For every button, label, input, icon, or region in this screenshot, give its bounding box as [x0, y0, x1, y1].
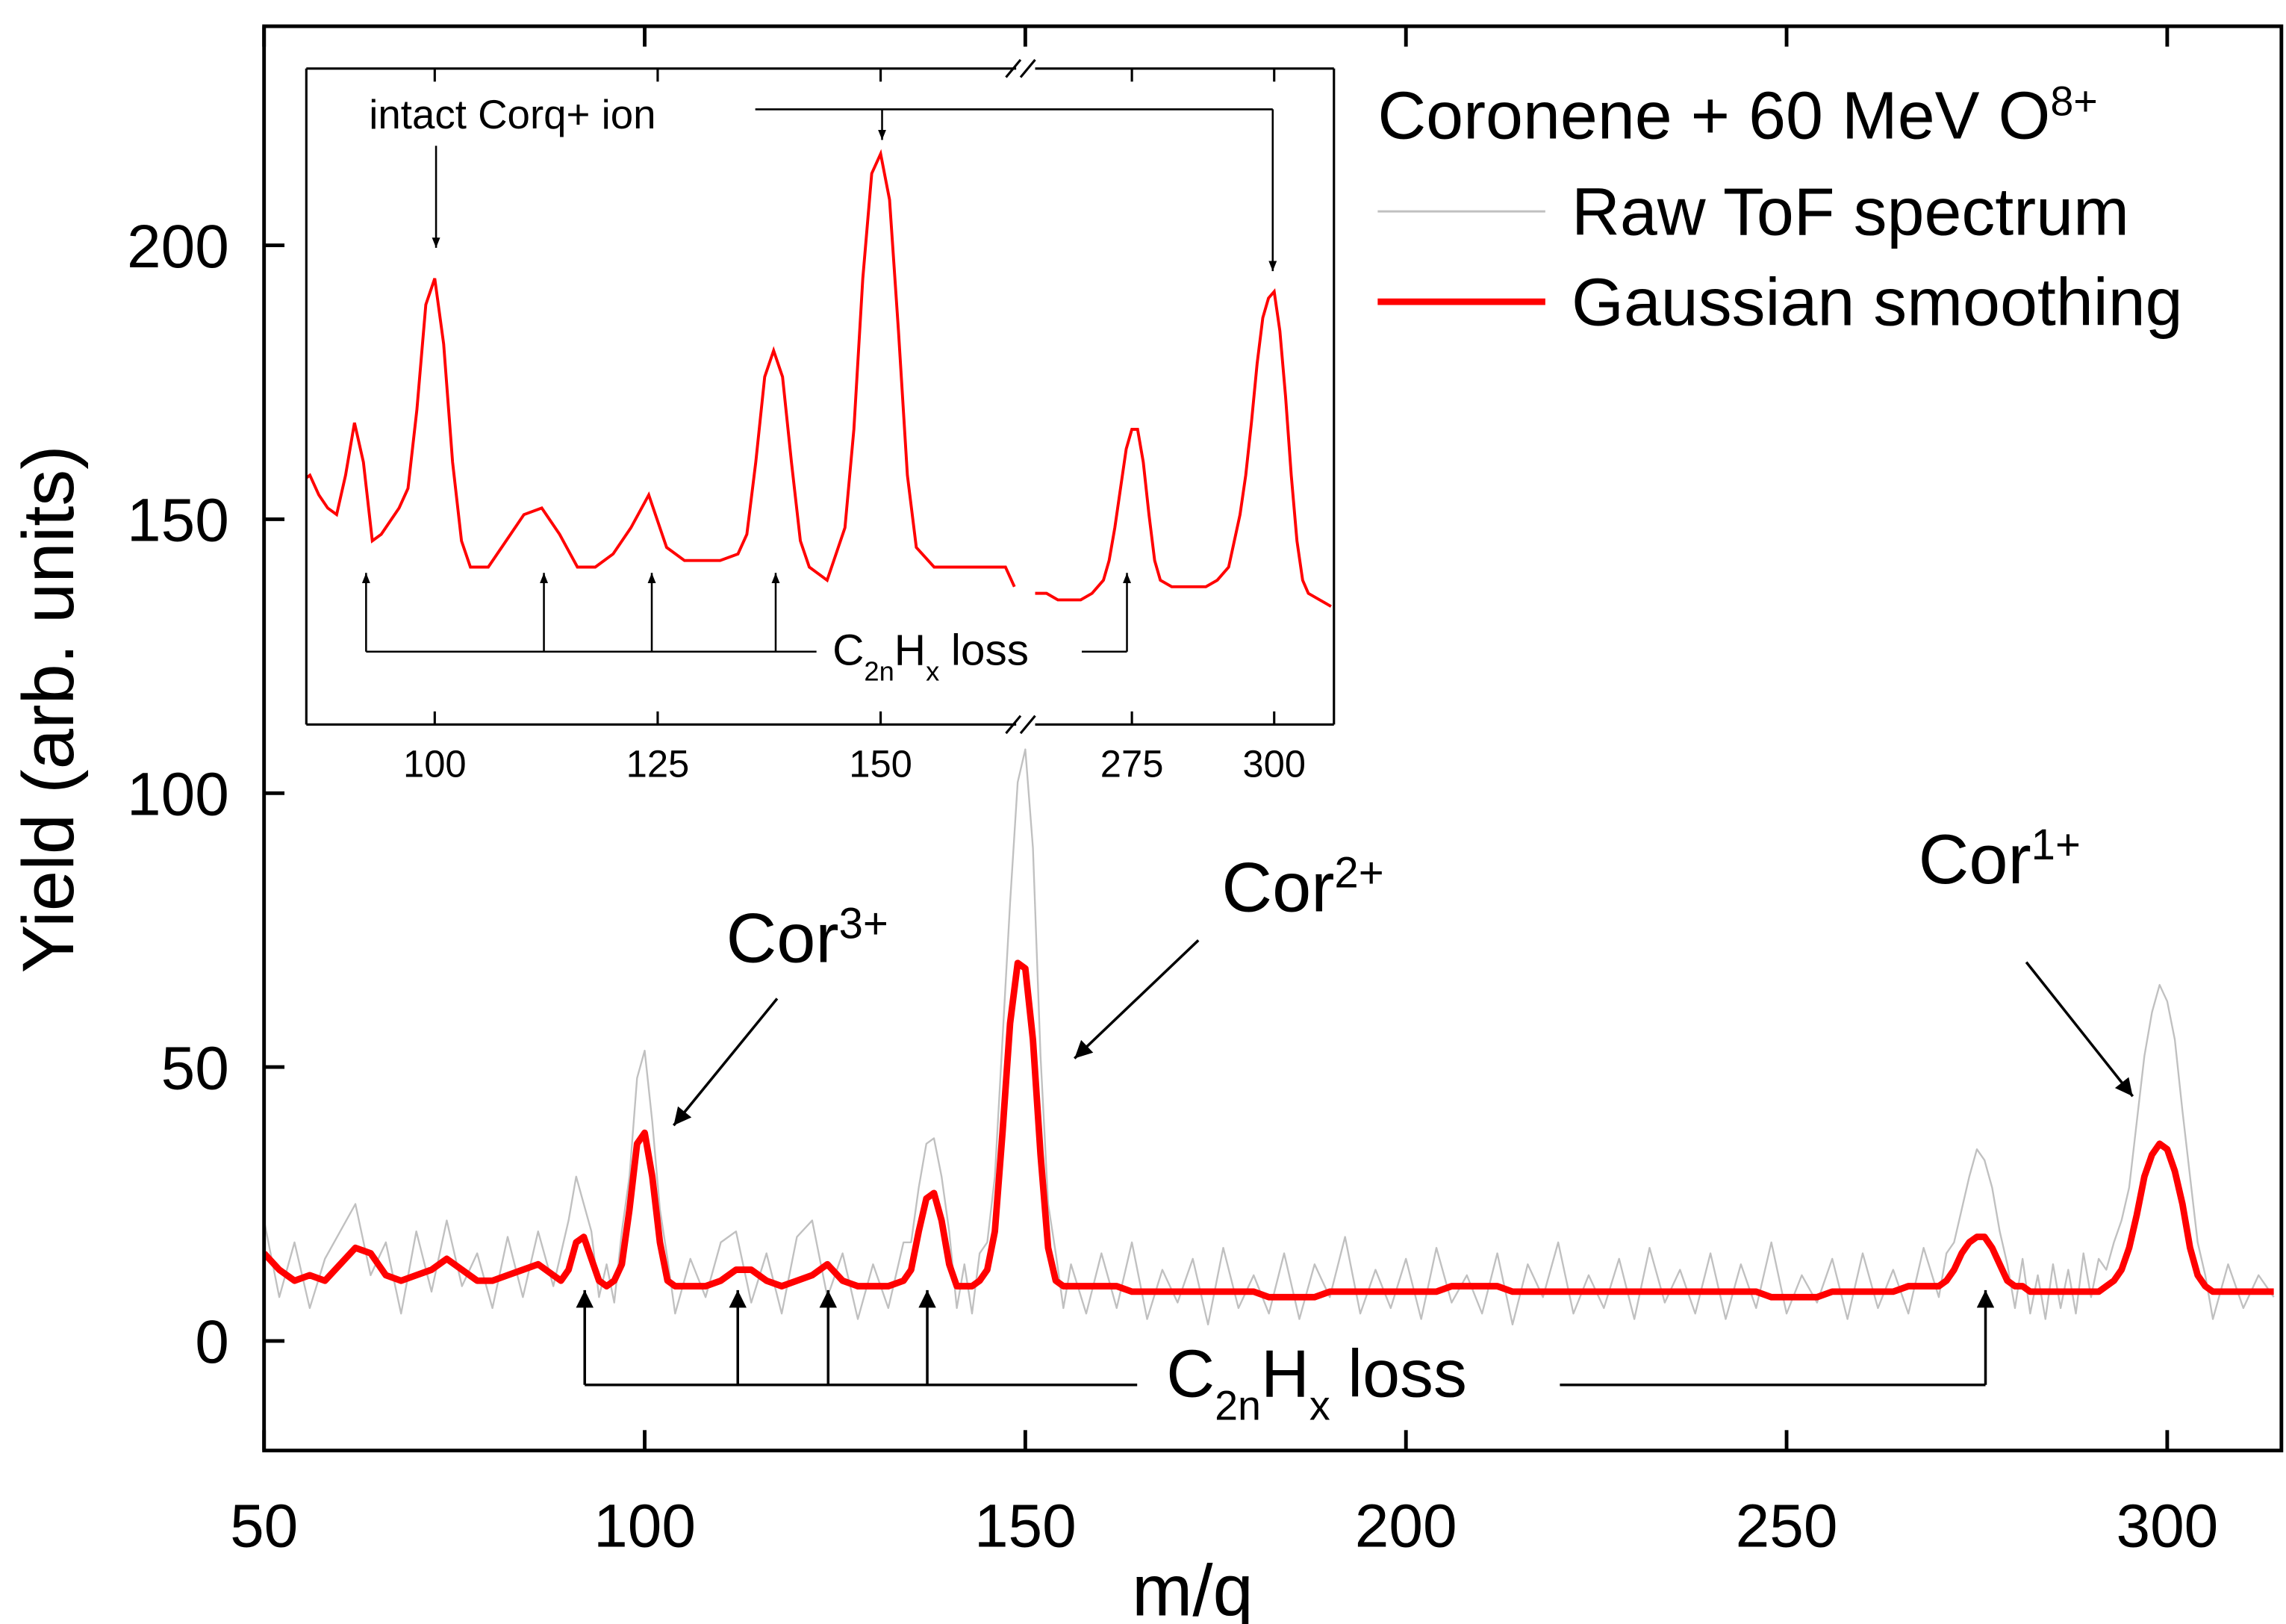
- y-tick-label: 50: [161, 1034, 229, 1102]
- inset-x-tick-label: 125: [626, 743, 690, 785]
- loss-label-part: loss: [1348, 1337, 1467, 1411]
- x-tick-label: 50: [230, 1493, 298, 1561]
- y-tick-label: 100: [127, 761, 229, 829]
- legend-label: Gaussian smoothing: [1572, 265, 2183, 340]
- x-tick-label: 200: [1355, 1493, 1457, 1561]
- loss-label-part: x: [1309, 1382, 1330, 1428]
- peak-label-part: Cor: [1919, 820, 2031, 898]
- x-tick-label: 250: [1736, 1493, 1838, 1561]
- y-tick-label: 0: [195, 1308, 229, 1376]
- inset-annotation: intact Corq+ ion: [369, 92, 655, 137]
- x-tick-label: 300: [2116, 1493, 2218, 1561]
- plot-frame: [262, 24, 2284, 1453]
- peak-label-part: 3+: [839, 899, 888, 948]
- peak-label-part: 2+: [1334, 848, 1383, 897]
- annotation-arrow: [672, 998, 779, 1127]
- axis-break: [1005, 59, 1036, 78]
- y-axis-label: Yield (arb. units): [7, 445, 89, 973]
- legend-title: Coronene + 60 MeV O8+: [1377, 78, 2097, 153]
- peak-label-part: Cor: [1221, 847, 1334, 926]
- y-tick-label: 150: [127, 487, 229, 555]
- annotation-arrow: [2025, 961, 2134, 1098]
- peak-label-part: Cor: [726, 899, 839, 977]
- inset-x-tick-label: 275: [1100, 743, 1164, 785]
- loss-label-part: 2n: [1215, 1382, 1261, 1428]
- peak-label: Cor3+: [726, 899, 888, 977]
- axis-break: [1005, 715, 1036, 735]
- inset-loss-label-part: H: [894, 626, 926, 674]
- inset-background: [306, 68, 1334, 725]
- y-tick-label: 200: [127, 213, 229, 281]
- annotation-arrow: [1074, 939, 1200, 1060]
- legend-title-part: 8+: [2050, 78, 2097, 124]
- loss-label-part: C: [1166, 1337, 1215, 1411]
- peak-label: Cor2+: [1221, 847, 1383, 926]
- legend-title-part: Coronene + 60 MeV O: [1377, 78, 2050, 153]
- loss-label-part: H: [1261, 1337, 1309, 1411]
- inset-loss-label: C2nHx loss: [832, 626, 1029, 686]
- inset-x-tick-label: 150: [849, 743, 912, 785]
- x-tick-label: 150: [974, 1493, 1077, 1561]
- inset-loss-label-part: 2n: [864, 656, 894, 686]
- legend-label: Raw ToF spectrum: [1572, 175, 2129, 249]
- inset-loss-label-part: x: [926, 656, 939, 686]
- inset-loss-label-part: loss: [951, 626, 1029, 674]
- inset-x-tick-label: 300: [1242, 743, 1306, 785]
- peak-label-part: 1+: [2031, 821, 2081, 869]
- inset-loss-label-part: C: [832, 626, 864, 674]
- loss-label: C2nHx loss: [1166, 1337, 1467, 1428]
- series-line: [264, 959, 2274, 1301]
- x-axis-label: m/q: [1132, 1549, 1253, 1624]
- inset-line: [306, 149, 1016, 588]
- x-tick-label: 100: [594, 1493, 696, 1561]
- inset-x-tick-label: 100: [403, 743, 467, 785]
- peak-label: Cor1+: [1919, 820, 2081, 898]
- inset-line: [1035, 287, 1332, 608]
